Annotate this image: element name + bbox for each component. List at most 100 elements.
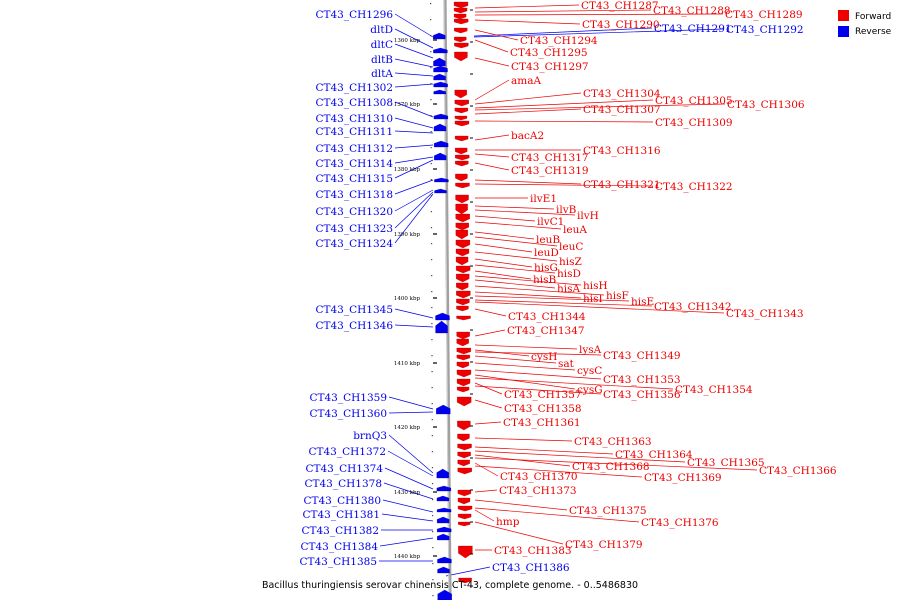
gene-label-forward: CT43_CH1364 [615,449,693,461]
gene-label-reverse: CT43_CH1385 [299,556,377,568]
reverse-gene-arrow [433,73,446,81]
forward-gene-arrow [454,36,467,43]
reverse-gene-arrow [436,495,450,502]
reverse-gene-arrow [436,516,450,524]
gene-label-forward: CT43_CH1375 [569,505,647,517]
forward-gene-arrow [457,497,471,505]
gene-label-forward: CT43_CH1306 [727,99,805,111]
leader-line-forward [474,308,507,317]
leader-line-forward [474,465,643,478]
leader-line-forward [474,209,576,216]
forward-gene-arrow [454,42,469,49]
gene-label-forward: CT43_CH1343 [726,308,804,320]
leader-line-forward [474,264,556,274]
leader-line-reverse [394,179,434,195]
leader-line-forward [474,215,536,222]
tick-label: 1420 kbp [394,425,421,431]
leader-line-reverse [388,396,434,410]
gene-label-reverse: CT43_CH1323 [315,223,393,235]
forward-gene-arrow [455,194,469,204]
leader-line-forward [474,301,725,314]
leader-line-reverse [394,308,434,319]
gene-label-forward: leuA [563,224,587,236]
gene-label-reverse: dltC [371,39,393,51]
gene-label-forward: CT43_CH1383 [494,545,572,557]
forward-gene-arrow [454,107,469,114]
leader-line-reverse [394,324,434,328]
leader-line-forward [474,134,510,141]
gene-label-forward: hisZ [559,256,582,268]
leader-line-reverse [445,566,491,577]
forward-gene-arrow [456,386,470,393]
reverse-gene-arrow [433,113,449,120]
forward-gene-arrow [455,203,468,215]
gene-label-forward: CT43_CH1363 [574,436,652,448]
leader-line-forward [474,382,503,395]
forward-gene-arrow [455,248,470,257]
gene-label-forward: ilvB [556,204,577,216]
leader-line-reverse [383,482,434,500]
leader-line-forward [474,57,510,67]
gene-label-forward: CT43_CH1376 [641,517,719,529]
gene-label-forward: cysH [531,351,557,363]
gene-label-reverse: CT43_CH1380 [303,495,381,507]
leader-line-forward [474,270,532,280]
reverse-gene-arrow [435,320,448,334]
forward-gene-arrow [454,27,468,34]
forward-gene-arrow [454,115,468,121]
forward-gene-arrow [454,89,467,99]
gene-label-forward: ilvE1 [530,193,557,205]
leader-line-forward [474,9,652,13]
reverse-gene-arrow [436,468,449,479]
leader-line-forward [474,221,562,230]
leader-line-forward [474,108,582,115]
forward-gene-arrow [458,545,473,559]
gene-label-reverse: CT43_CH1314 [315,158,393,170]
leader-line-forward [474,507,640,523]
leader-line-forward [474,295,630,302]
gene-label-reverse: CT43_CH1374 [305,463,383,475]
gene-label-reverse: CT43_CH1311 [315,126,393,138]
leader-line-reverse [394,28,434,49]
gene-label-reverse: CT43_CH1384 [300,541,378,553]
forward-gene-arrow [456,305,469,312]
leader-line-forward [474,457,758,471]
forward-gene-arrow [455,182,470,189]
leader-line-reverse [473,28,725,38]
forward-gene-arrow [455,173,468,182]
forward-gene-arrow [456,361,470,369]
gene-label-forward: sat [558,358,575,370]
leader-line-forward [474,351,602,356]
forward-gene-arrow [456,369,472,378]
gene-label-forward: CT43_CH1287 [581,0,659,12]
tick-label: 1390 kbp [394,232,421,238]
forward-gene-arrow [457,459,470,467]
gene-label-forward: hmp [496,516,520,528]
gene-label-forward: CT43_CH1288 [653,5,731,17]
leader-line-reverse [394,101,434,118]
gene-label-forward: CT43_CH1294 [520,35,598,47]
leader-line-reverse [394,191,434,229]
gene-label-reverse: brnQ3 [353,430,387,442]
forward-gene-arrow [458,521,471,527]
reverse-gene-arrow [437,533,450,541]
gene-label-forward: CT43_CH1290 [582,19,660,31]
genome-caption: Bacillus thuringiensis serovar chinensis… [262,580,638,591]
leader-line-forward [474,421,502,425]
leader-line-reverse [394,159,434,179]
leader-line-forward [474,13,724,16]
leader-line-reverse [388,434,434,474]
forward-gene-arrow [453,1,469,9]
leader-line-forward [474,437,573,442]
gene-label-forward: CT43_CH1358 [504,403,582,415]
gene-labels: CT43_CH1296 dltD dltC dltB dltA CT43_CH1302 CT… [299,0,836,574]
forward-gene-arrow [454,99,469,107]
leader-line-forward [474,279,556,289]
leader-line-forward [474,4,580,9]
leader-line-forward [474,99,654,109]
leader-line-reverse [473,27,653,37]
gene-label-reverse: CT43_CH1296 [315,9,393,21]
gene-label-reverse: dltB [371,54,393,66]
reverse-gene-arrow [433,89,446,95]
gene-label-forward: CT43_CH1317 [511,152,589,164]
